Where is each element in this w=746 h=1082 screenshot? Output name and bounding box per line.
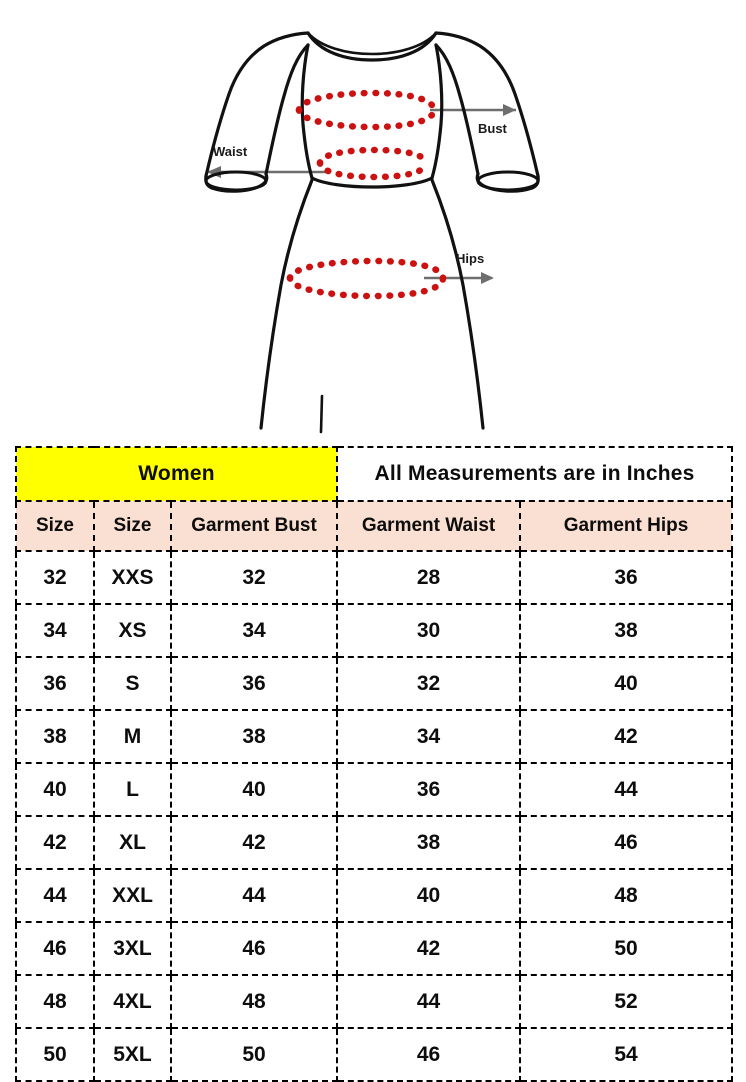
table-header-row: Size Size Garment Bust Garment Waist Gar… <box>15 500 734 552</box>
cell-garment-waist: 40 <box>336 868 522 923</box>
cell-size-numeric: 48 <box>15 974 95 1029</box>
bust-measure-ring <box>295 89 438 131</box>
cell-size-numeric: 32 <box>15 550 95 605</box>
hips-measure-ring <box>286 257 447 300</box>
cell-garment-bust: 38 <box>169 709 339 764</box>
cell-garment-waist: 32 <box>336 656 522 711</box>
cell-size-alpha: L <box>93 762 172 817</box>
table-title-row: Women All Measurements are in Inches <box>14 446 734 502</box>
table-row: 32 XXS 32 28 36 <box>15 550 734 605</box>
header-cell-size-numeric: Size <box>15 500 95 552</box>
hips-arrow <box>424 272 494 284</box>
header-cell-size-alpha: Size <box>93 500 172 552</box>
cell-garment-bust: 46 <box>169 921 339 976</box>
cell-garment-waist: 44 <box>336 974 522 1029</box>
cell-size-alpha: S <box>93 656 172 711</box>
cell-garment-hips: 50 <box>519 921 734 976</box>
hips-label: Hips <box>456 251 484 266</box>
size-chart-table: Women All Measurements are in Inches Siz… <box>14 446 734 1082</box>
cell-garment-waist: 46 <box>336 1027 522 1082</box>
table-row: 34 XS 34 30 38 <box>15 603 734 658</box>
cell-garment-bust: 34 <box>169 603 339 658</box>
cell-garment-bust: 32 <box>169 550 339 605</box>
bust-label: Bust <box>478 121 508 136</box>
cell-garment-hips: 52 <box>519 974 734 1029</box>
cell-garment-hips: 46 <box>519 815 734 870</box>
cell-garment-hips: 44 <box>519 762 734 817</box>
cell-garment-waist: 42 <box>336 921 522 976</box>
header-cell-garment-bust: Garment Bust <box>169 500 339 552</box>
cell-size-numeric: 50 <box>15 1027 95 1082</box>
cell-garment-hips: 48 <box>519 868 734 923</box>
waist-label: Waist <box>213 144 248 159</box>
cell-garment-bust: 42 <box>169 815 339 870</box>
cell-size-alpha: M <box>93 709 172 764</box>
cell-size-alpha: XXL <box>93 868 172 923</box>
cell-size-numeric: 40 <box>15 762 95 817</box>
cell-garment-bust: 48 <box>169 974 339 1029</box>
header-cell-garment-waist: Garment Waist <box>336 500 522 552</box>
cell-garment-hips: 36 <box>519 550 734 605</box>
cell-garment-waist: 38 <box>336 815 522 870</box>
cell-garment-waist: 34 <box>336 709 522 764</box>
size-chart-table-container: Women All Measurements are in Inches Siz… <box>14 446 734 1082</box>
waist-measure-ring <box>316 146 430 181</box>
cell-garment-bust: 40 <box>169 762 339 817</box>
table-row: 38 M 38 34 42 <box>15 709 734 764</box>
cell-garment-hips: 54 <box>519 1027 734 1082</box>
cell-garment-waist: 30 <box>336 603 522 658</box>
cell-size-alpha: 5XL <box>93 1027 172 1082</box>
table-row: 44 XXL 44 40 48 <box>15 868 734 923</box>
cell-garment-bust: 36 <box>169 656 339 711</box>
title-women-cell: Women <box>14 446 339 502</box>
cell-garment-bust: 44 <box>169 868 339 923</box>
table-row: 50 5XL 50 46 54 <box>15 1027 734 1082</box>
cell-garment-bust: 50 <box>169 1027 339 1082</box>
bust-arrow <box>430 104 516 116</box>
dress-outline <box>204 31 540 434</box>
cell-size-numeric: 46 <box>15 921 95 976</box>
table-row: 36 S 36 32 40 <box>15 656 734 711</box>
cell-garment-hips: 40 <box>519 656 734 711</box>
cell-size-numeric: 42 <box>15 815 95 870</box>
table-row: 48 4XL 48 44 52 <box>15 974 734 1029</box>
cell-garment-hips: 42 <box>519 709 734 764</box>
cell-garment-hips: 38 <box>519 603 734 658</box>
cell-size-numeric: 44 <box>15 868 95 923</box>
cell-size-numeric: 34 <box>15 603 95 658</box>
table-row: 46 3XL 46 42 50 <box>15 921 734 976</box>
header-cell-garment-hips: Garment Hips <box>519 500 734 552</box>
dress-measurement-illustration: Bust Waist Hips <box>0 0 746 440</box>
cell-garment-waist: 28 <box>336 550 522 605</box>
cell-size-numeric: 38 <box>15 709 95 764</box>
table-row: 42 XL 42 38 46 <box>15 815 734 870</box>
cell-size-alpha: 4XL <box>93 974 172 1029</box>
title-units-cell: All Measurements are in Inches <box>336 446 734 502</box>
size-chart-body: Women All Measurements are in Inches Siz… <box>14 446 734 1082</box>
cell-size-alpha: XS <box>93 603 172 658</box>
cell-garment-waist: 36 <box>336 762 522 817</box>
cell-size-alpha: XXS <box>93 550 172 605</box>
table-row: 40 L 40 36 44 <box>15 762 734 817</box>
cell-size-alpha: 3XL <box>93 921 172 976</box>
cell-size-alpha: XL <box>93 815 172 870</box>
cell-size-numeric: 36 <box>15 656 95 711</box>
